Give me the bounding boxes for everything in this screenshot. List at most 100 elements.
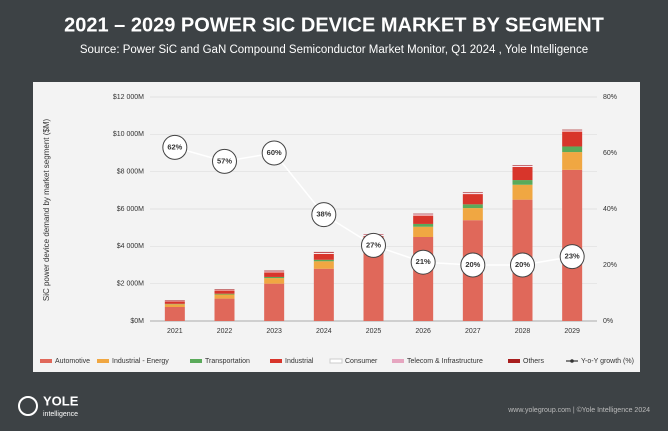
legend-swatch xyxy=(392,359,404,363)
logo-icon xyxy=(18,396,38,416)
data-label: 21% xyxy=(416,257,431,266)
chart-subtitle: Source: Power SiC and GaN Compound Semic… xyxy=(80,44,588,56)
bar-segment xyxy=(462,194,483,205)
line-point xyxy=(410,249,436,275)
legend-label: Telecom & Infrastructure xyxy=(407,358,483,365)
bar-segment xyxy=(512,180,533,185)
bar-segment xyxy=(264,278,285,284)
data-label: 23% xyxy=(565,252,580,261)
data-label: 20% xyxy=(515,260,530,269)
y-tick-label: $0M xyxy=(130,318,144,325)
y2-tick-label: 80% xyxy=(603,94,617,101)
bar-segment xyxy=(462,204,483,209)
line-point xyxy=(510,252,535,278)
bar-segment xyxy=(313,253,334,260)
legend-swatch xyxy=(40,359,52,363)
bar-segment xyxy=(313,261,334,269)
x-tick-label: 2023 xyxy=(266,328,282,335)
bar-segment xyxy=(164,304,185,307)
bar-segment xyxy=(413,223,434,227)
bar-segment xyxy=(313,253,334,254)
bar-segment xyxy=(214,290,235,294)
data-label: 57% xyxy=(217,156,232,165)
line-point xyxy=(559,244,585,270)
bar-segment xyxy=(413,214,434,216)
bar-segment xyxy=(462,193,483,195)
line-point xyxy=(311,202,337,228)
y-axis-label: SiC power device demand by market segmen… xyxy=(42,119,51,302)
y2-tick-label: 60% xyxy=(603,150,617,157)
bar-segment xyxy=(264,272,285,277)
legend-label: Industrial - Energy xyxy=(112,358,169,365)
bar-segment xyxy=(264,271,285,273)
y-tick-label: $2 000M xyxy=(117,281,144,288)
line-point xyxy=(361,232,386,258)
y2-tick-label: 0% xyxy=(603,318,613,325)
bar-segment xyxy=(413,226,434,237)
line-point xyxy=(212,148,237,174)
bar-segment xyxy=(264,276,285,279)
x-tick-label: 2024 xyxy=(316,328,332,335)
bar-segment xyxy=(264,283,285,321)
bar-segment xyxy=(512,184,533,200)
data-label: 27% xyxy=(366,240,381,249)
bar-segment xyxy=(313,259,334,262)
footer: www.yolegroup.com | ©Yole Intelligence 2… xyxy=(507,406,650,414)
bar-segment xyxy=(562,130,583,132)
legend-swatch xyxy=(508,359,520,363)
bar-segment xyxy=(413,215,434,224)
bar-segment xyxy=(164,301,185,304)
bar-segment xyxy=(562,131,583,147)
bar-segment xyxy=(313,268,334,321)
data-label: 20% xyxy=(465,260,480,269)
bar-segment xyxy=(512,165,533,166)
legend-label: Industrial xyxy=(285,358,314,365)
line-point xyxy=(261,140,287,166)
bar-segment xyxy=(562,129,583,131)
legend-swatch xyxy=(97,359,109,363)
bar-segment xyxy=(313,251,334,253)
x-tick-label: 2028 xyxy=(515,328,531,335)
bar-segment xyxy=(413,213,434,215)
x-tick-label: 2026 xyxy=(415,328,431,335)
x-tick-label: 2029 xyxy=(564,328,580,335)
line-point xyxy=(460,252,486,278)
y-tick-label: $12 000M xyxy=(113,94,144,101)
logo-sub: intelligence xyxy=(43,411,78,418)
y-tick-label: $10 000M xyxy=(113,131,144,138)
line-point xyxy=(162,134,188,160)
bar-segment xyxy=(462,192,483,194)
bar-segment xyxy=(214,298,235,321)
bar-segment xyxy=(413,237,434,321)
bar-segment xyxy=(214,294,235,299)
y2-tick-label: 40% xyxy=(603,206,617,213)
y-tick-label: $6 000M xyxy=(117,206,144,213)
bar-segment xyxy=(562,152,583,170)
bar-segment xyxy=(562,130,583,131)
legend-swatch xyxy=(329,358,343,364)
bar-segment xyxy=(164,307,185,321)
bar-segment xyxy=(164,300,185,302)
bar-segment xyxy=(512,166,533,167)
x-tick-label: 2021 xyxy=(167,328,183,335)
bar-segment xyxy=(462,208,483,221)
panel xyxy=(33,82,640,372)
data-label: 38% xyxy=(316,210,331,219)
legend-swatch xyxy=(190,359,202,363)
y2-tick-label: 20% xyxy=(603,262,617,269)
bar-segment xyxy=(214,289,235,290)
legend-label: Others xyxy=(523,358,545,365)
bar-segment xyxy=(413,214,434,215)
y-tick-label: $8 000M xyxy=(117,169,144,176)
logo: YOLE xyxy=(43,393,79,408)
legend-label: Transportation xyxy=(205,358,250,365)
x-tick-label: 2025 xyxy=(366,328,382,335)
data-label: 60% xyxy=(267,148,282,157)
x-tick-label: 2027 xyxy=(465,328,481,335)
legend-label: Automotive xyxy=(55,358,90,365)
bar-segment xyxy=(512,165,533,167)
bar-segment xyxy=(512,167,533,181)
x-tick-label: 2022 xyxy=(217,328,233,335)
bar-segment xyxy=(214,293,235,295)
